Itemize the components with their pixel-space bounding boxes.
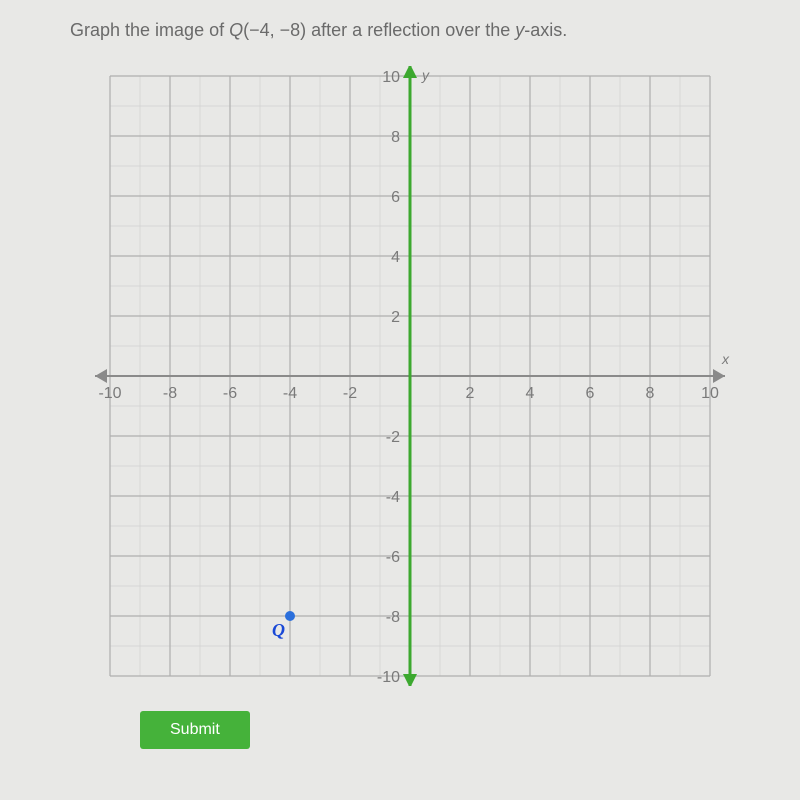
- svg-text:-2: -2: [386, 429, 400, 446]
- submit-button[interactable]: Submit: [140, 711, 250, 749]
- svg-text:8: 8: [646, 385, 655, 402]
- svg-text:6: 6: [586, 385, 595, 402]
- prompt-end: -axis.: [524, 20, 567, 40]
- prompt-post: after a reflection over the: [306, 20, 515, 40]
- svg-text:6: 6: [391, 189, 400, 206]
- submit-label: Submit: [170, 721, 220, 738]
- svg-text:2: 2: [466, 385, 475, 402]
- svg-text:10: 10: [382, 69, 400, 86]
- svg-text:-10: -10: [98, 385, 121, 402]
- prompt-point-name: Q: [229, 20, 243, 40]
- svg-text:-10: -10: [377, 669, 400, 686]
- question-prompt: Graph the image of Q(−4, −8) after a ref…: [70, 20, 770, 41]
- svg-text:-8: -8: [386, 609, 400, 626]
- prompt-axis: y: [515, 20, 524, 40]
- svg-text:-4: -4: [283, 385, 297, 402]
- svg-text:2: 2: [391, 309, 400, 326]
- svg-text:4: 4: [526, 385, 535, 402]
- svg-text:10: 10: [701, 385, 719, 402]
- svg-text:-8: -8: [163, 385, 177, 402]
- svg-text:-4: -4: [386, 489, 400, 506]
- svg-text:-2: -2: [343, 385, 357, 402]
- svg-text:Q: Q: [272, 620, 285, 640]
- svg-text:4: 4: [391, 249, 400, 266]
- prompt-pre: Graph the image of: [70, 20, 229, 40]
- svg-text:-6: -6: [223, 385, 237, 402]
- svg-text:-6: -6: [386, 549, 400, 566]
- svg-text:x: x: [721, 351, 730, 367]
- svg-text:y: y: [421, 67, 430, 83]
- prompt-coords: (−4, −8): [243, 20, 306, 40]
- svg-text:8: 8: [391, 129, 400, 146]
- coordinate-grid[interactable]: -10 -8 -6 -4 -2 2 4 6 8 10 10 8 6 4 2 -2 -4 -6 -8 -10 x y Q: [90, 66, 730, 686]
